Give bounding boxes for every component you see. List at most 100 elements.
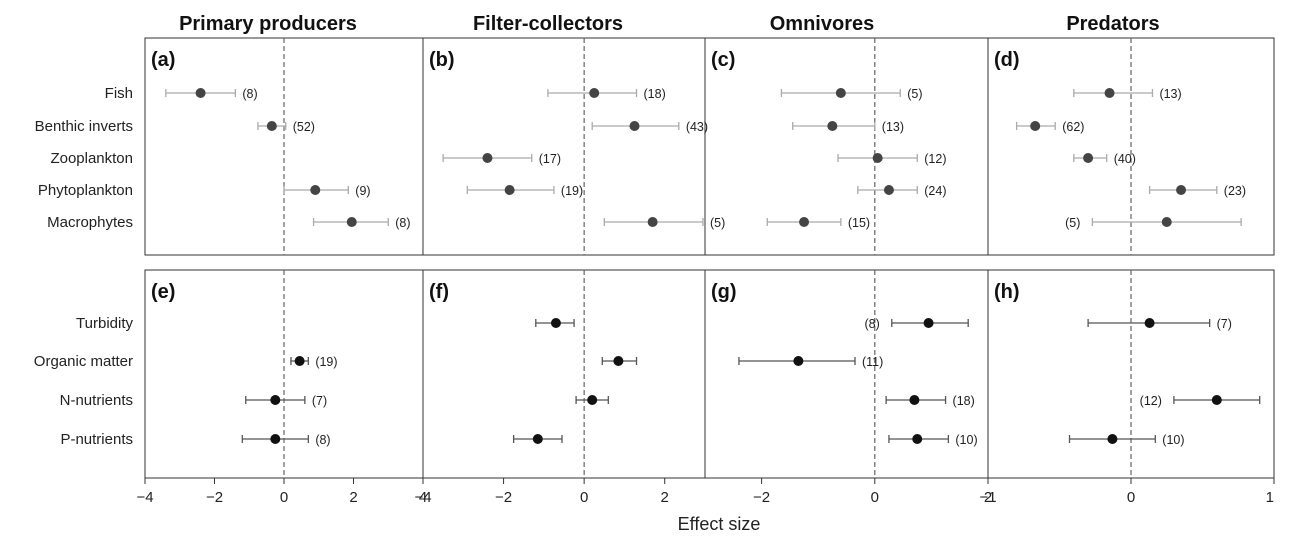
panel: (c) (5) (13) (12) (24) (15): [704, 37, 989, 256]
point-estimate: [1211, 395, 1222, 405]
point-estimate: [266, 121, 277, 131]
x-tick-label: −4: [136, 489, 153, 506]
sample-size-label: (17): [539, 152, 561, 166]
panel: (g) (8) (11) (18) (10): [704, 269, 989, 479]
column-title: Predators: [1066, 13, 1159, 35]
x-tick-label: 0: [280, 489, 288, 506]
x-axes: −4 −2 0 2 4−4 −2 0 2 −2 0 2−1 0 1: [136, 478, 1275, 506]
sample-size-label: (18): [644, 87, 666, 101]
panel-letter: (g): [711, 281, 737, 303]
category-label: Zooplankton: [50, 150, 133, 167]
sample-size-label: (8): [242, 87, 257, 101]
point-estimate: [909, 395, 920, 405]
point-estimate: [1030, 121, 1041, 131]
sample-size-label: (23): [1224, 184, 1246, 198]
x-axis-title: Effect size: [678, 514, 761, 534]
point-estimate: [647, 217, 658, 227]
point-estimate: [310, 185, 321, 195]
sample-size-label: (19): [315, 355, 337, 369]
sample-size-label: (5): [907, 87, 922, 101]
column-title: Filter-collectors: [473, 13, 623, 35]
sample-size-label: (10): [1162, 433, 1184, 447]
point-estimate: [294, 356, 305, 366]
panel-letter: (f): [429, 281, 449, 303]
sample-size-label: (12): [924, 152, 946, 166]
point-estimate: [550, 318, 561, 328]
x-tick-label: −2: [753, 489, 770, 506]
sample-size-label: (43): [686, 120, 708, 134]
sample-size-label: (12): [1140, 394, 1162, 408]
point-estimate: [799, 217, 810, 227]
point-estimate: [827, 121, 838, 131]
panel-letter: (a): [151, 49, 175, 71]
x-tick-label: 0: [871, 489, 879, 506]
panels: (a)(8)(52)(9)(8)(b)(18)(43)(17)(19)(5)(c…: [144, 37, 1275, 479]
sample-size-label: (9): [355, 184, 370, 198]
sample-size-label: (52): [293, 120, 315, 134]
point-estimate: [1083, 153, 1094, 163]
sample-size-label: (10): [955, 433, 977, 447]
point-estimate: [872, 153, 883, 163]
point-estimate: [532, 434, 543, 444]
sample-size-label: (7): [312, 394, 327, 408]
sample-size-label: (19): [561, 184, 583, 198]
point-estimate: [1176, 185, 1187, 195]
point-estimate: [587, 395, 598, 405]
point-estimate: [883, 185, 894, 195]
category-label: Fish: [105, 85, 133, 102]
sample-size-label: (5): [710, 216, 725, 230]
column-title: Primary producers: [179, 13, 357, 35]
x-tick-label: 0: [1127, 489, 1135, 506]
x-tick-label: −4: [414, 489, 431, 506]
panel-letter: (d): [994, 49, 1020, 71]
panel-letter: (c): [711, 49, 735, 71]
point-estimate: [1144, 318, 1155, 328]
point-estimate: [1104, 88, 1115, 98]
row-labels: Fish Benthic inverts Zooplankton Phytoplank…: [34, 85, 134, 448]
column-title: Omnivores: [770, 13, 874, 35]
sample-size-label: (40): [1114, 152, 1136, 166]
point-estimate: [793, 356, 804, 366]
point-estimate: [346, 217, 357, 227]
panel-letter: (b): [429, 49, 455, 71]
point-estimate: [835, 88, 846, 98]
category-label: N-nutrients: [60, 392, 133, 409]
point-estimate: [504, 185, 515, 195]
sample-size-label: (11): [862, 355, 883, 369]
point-estimate: [270, 434, 281, 444]
x-tick-label: 2: [661, 489, 669, 506]
panel: (e) (19) (7) (8): [144, 269, 424, 479]
sample-size-label: (8): [315, 433, 330, 447]
sample-size-label: (8): [395, 216, 410, 230]
x-tick-label: 2: [984, 489, 992, 506]
sample-size-label: (13): [882, 120, 904, 134]
sample-size-label: (8): [864, 317, 879, 331]
category-label: Organic matter: [34, 353, 133, 370]
sample-size-label: (5): [1065, 216, 1080, 230]
panel-frame: [704, 37, 989, 256]
point-estimate: [1107, 434, 1118, 444]
sample-size-label: (24): [924, 184, 946, 198]
point-estimate: [923, 318, 934, 328]
panel: (d) (13) (62) (40) (23) (5): [987, 37, 1275, 256]
panel: (b) (18) (43) (17) (19) (5): [422, 37, 725, 256]
category-label: Phytoplankton: [38, 182, 133, 199]
sample-size-label: (18): [953, 394, 975, 408]
x-tick-label: 1: [1266, 489, 1274, 506]
panel-frame: [422, 269, 706, 479]
category-label: P-nutrients: [60, 431, 133, 448]
x-tick-label: −2: [495, 489, 512, 506]
point-estimate: [1161, 217, 1172, 227]
category-label: Macrophytes: [47, 214, 133, 231]
point-estimate: [195, 88, 206, 98]
point-estimate: [589, 88, 600, 98]
panel-letter: (e): [151, 281, 175, 303]
x-tick-label: −2: [206, 489, 223, 506]
sample-size-label: (13): [1159, 87, 1181, 101]
point-estimate: [912, 434, 923, 444]
panel-letter: (h): [994, 281, 1020, 303]
panel: (h) (7) (12) (10): [987, 269, 1275, 479]
sample-size-label: (15): [848, 216, 870, 230]
column-titles: Primary producers Filter-collectors Omnivo…: [179, 13, 1160, 35]
